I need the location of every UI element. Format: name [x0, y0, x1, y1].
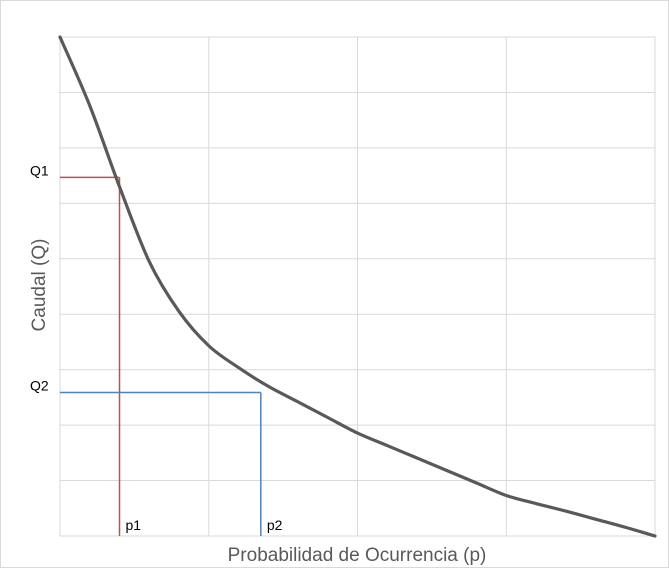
y-axis-title: Caudal (Q): [29, 239, 50, 332]
axes: [59, 37, 655, 537]
annotation-label-p1: p1: [126, 517, 142, 533]
gridlines: [60, 36, 656, 536]
annotation-label-p2: p2: [267, 517, 283, 533]
series-line-curve: [58, 35, 657, 538]
annotation-label-q1: Q1: [30, 162, 49, 178]
annotation-label-q2: Q2: [30, 378, 49, 394]
guide-lines: [60, 176, 262, 536]
x-axis-title: Probabilidad de Ocurrencia (p): [228, 545, 487, 566]
